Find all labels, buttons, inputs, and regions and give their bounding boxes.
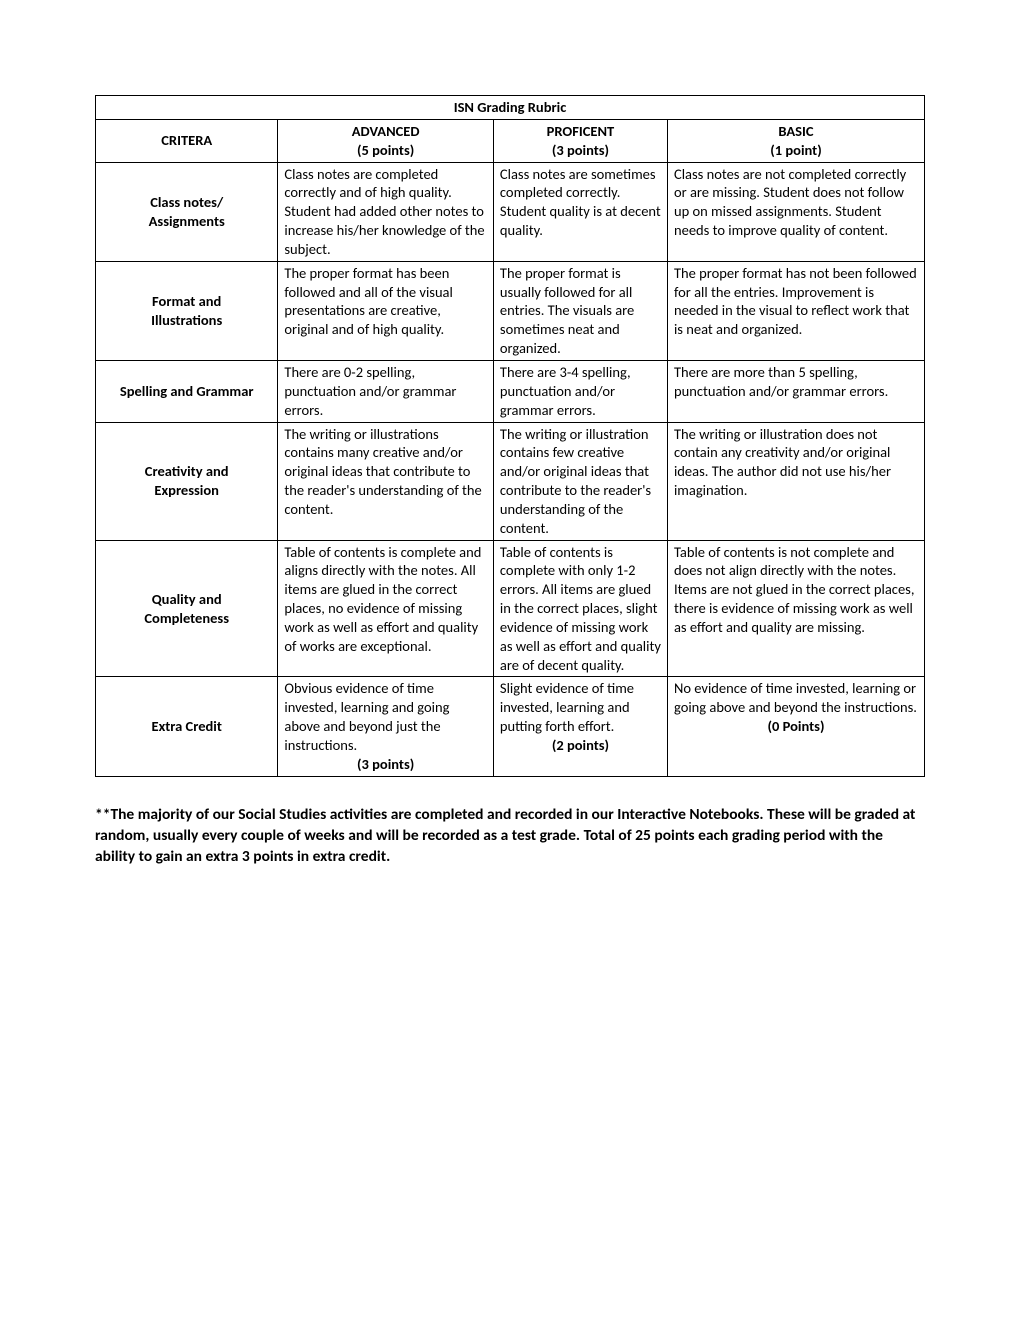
- criteria-line1: Quality and: [152, 590, 222, 608]
- header-advanced-label: ADVANCED: [352, 122, 420, 140]
- advanced-cell: There are 0-2 spelling, punctuation and/…: [278, 360, 494, 422]
- basic-cell: Class notes are not completed correctly …: [667, 162, 924, 261]
- extra-credit-proficient-points: (2 points): [500, 736, 661, 755]
- criteria-line1: Class notes/: [150, 193, 223, 211]
- header-proficient-points: (3 points): [552, 141, 609, 159]
- criteria-cell: Extra Credit: [96, 677, 278, 776]
- proficient-cell: The writing or illustration contains few…: [493, 422, 667, 540]
- criteria-line2: Assignments: [149, 212, 225, 230]
- basic-cell: There are more than 5 spelling, punctuat…: [667, 360, 924, 422]
- criteria-line2: Completeness: [144, 609, 229, 627]
- extra-credit-proficient-text: Slight evidence of time invested, learni…: [500, 679, 634, 735]
- proficient-cell: Table of contents is complete with only …: [493, 540, 667, 677]
- table-row: Creativity and Expression The writing or…: [96, 422, 925, 540]
- extra-credit-basic-text: No evidence of time invested, learning o…: [674, 679, 917, 716]
- criteria-line1: Format and: [152, 292, 221, 310]
- criteria-line1: Spelling and Grammar: [120, 382, 254, 400]
- criteria-cell: Format and Illustrations: [96, 261, 278, 360]
- proficient-cell: Class notes are sometimes completed corr…: [493, 162, 667, 261]
- table-row: Quality and Completeness Table of conten…: [96, 540, 925, 677]
- proficient-cell: Slight evidence of time invested, learni…: [493, 677, 667, 776]
- criteria-cell: Creativity and Expression: [96, 422, 278, 540]
- header-advanced: ADVANCED (5 points): [278, 119, 494, 162]
- header-proficient-label: PROFICENT: [547, 122, 615, 140]
- header-basic-points: (1 point): [770, 141, 821, 159]
- basic-cell: No evidence of time invested, learning o…: [667, 677, 924, 776]
- extra-credit-advanced-points: (3 points): [284, 755, 487, 774]
- table-title: ISN Grading Rubric: [96, 96, 925, 120]
- header-basic: BASIC (1 point): [667, 119, 924, 162]
- advanced-cell: Class notes are completed correctly and …: [278, 162, 494, 261]
- header-criteria: CRITERA: [96, 119, 278, 162]
- rubric-table: ISN Grading Rubric CRITERA ADVANCED (5 p…: [95, 95, 925, 777]
- table-row: Spelling and Grammar There are 0-2 spell…: [96, 360, 925, 422]
- advanced-cell: Table of contents is complete and aligns…: [278, 540, 494, 677]
- proficient-cell: The proper format is usually followed fo…: [493, 261, 667, 360]
- basic-cell: Table of contents is not complete and do…: [667, 540, 924, 677]
- criteria-cell: Class notes/ Assignments: [96, 162, 278, 261]
- criteria-line1: Creativity and: [145, 462, 229, 480]
- header-basic-label: BASIC: [778, 122, 813, 140]
- header-proficient: PROFICENT (3 points): [493, 119, 667, 162]
- extra-credit-row: Extra Credit Obvious evidence of time in…: [96, 677, 925, 776]
- table-row: Class notes/ Assignments Class notes are…: [96, 162, 925, 261]
- extra-credit-advanced-text: Obvious evidence of time invested, learn…: [284, 679, 449, 754]
- advanced-cell: Obvious evidence of time invested, learn…: [278, 677, 494, 776]
- basic-cell: The writing or illustration does not con…: [667, 422, 924, 540]
- footnote-text: **The majority of our Social Studies act…: [95, 805, 925, 868]
- advanced-cell: The proper format has been followed and …: [278, 261, 494, 360]
- criteria-cell: Spelling and Grammar: [96, 360, 278, 422]
- basic-cell: The proper format has not been followed …: [667, 261, 924, 360]
- criteria-cell: Quality and Completeness: [96, 540, 278, 677]
- table-row: Format and Illustrations The proper form…: [96, 261, 925, 360]
- extra-credit-basic-points: (0 Points): [674, 717, 918, 736]
- proficient-cell: There are 3-4 spelling, punctuation and/…: [493, 360, 667, 422]
- criteria-line2: Illustrations: [151, 311, 222, 329]
- header-advanced-points: (5 points): [357, 141, 414, 159]
- header-row: CRITERA ADVANCED (5 points) PROFICENT (3…: [96, 119, 925, 162]
- advanced-cell: The writing or illustrations contains ma…: [278, 422, 494, 540]
- criteria-line2: Expression: [154, 481, 219, 499]
- title-row: ISN Grading Rubric: [96, 96, 925, 120]
